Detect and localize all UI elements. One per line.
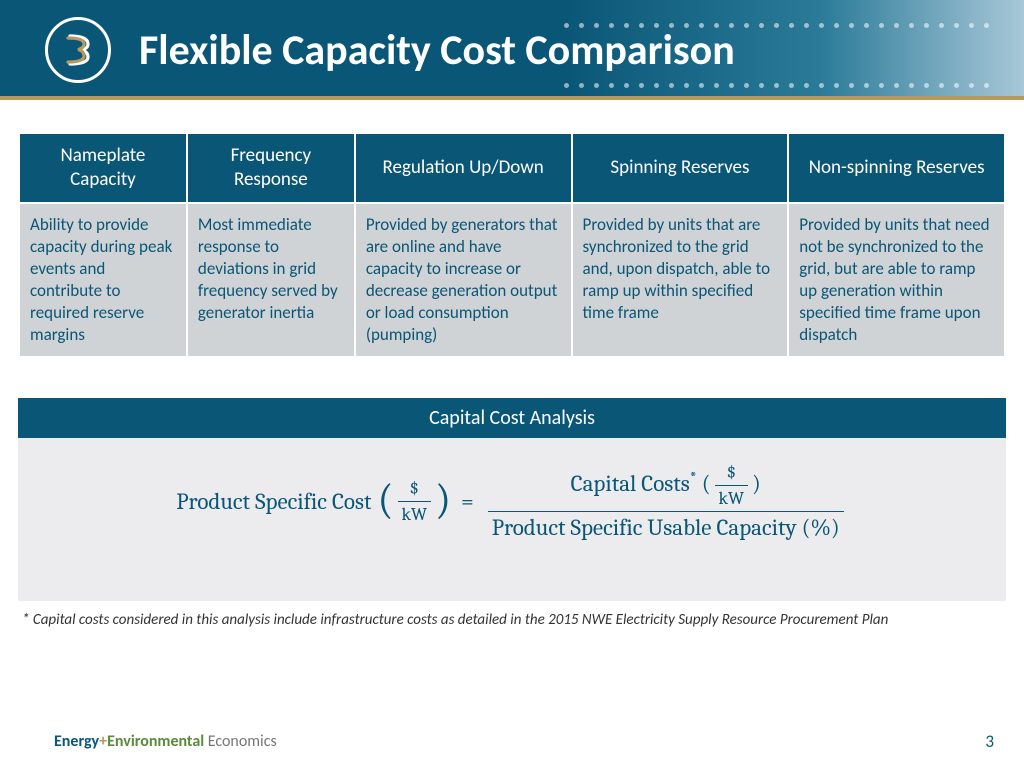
formula-lhs-label: Product Specific Cost bbox=[176, 488, 371, 515]
col-header: Nameplate Capacity bbox=[20, 134, 186, 202]
table-cell: Provided by units that need not be synch… bbox=[789, 204, 1004, 357]
table-header-row: Nameplate Capacity Frequency Response Re… bbox=[20, 134, 1004, 202]
col-header: Regulation Up/Down bbox=[356, 134, 571, 202]
lhs-unit-fraction: $ kW bbox=[398, 478, 431, 525]
table-cell: Ability to provide capacity during peak … bbox=[20, 204, 186, 357]
slide-content: Nameplate Capacity Frequency Response Re… bbox=[0, 100, 1024, 629]
analysis-body: Product Specific Cost ( $ kW ) = Capital… bbox=[18, 438, 1006, 601]
slide-title: Flexible Capacity Cost Comparison bbox=[139, 25, 735, 76]
col-header: Frequency Response bbox=[188, 134, 354, 202]
capacity-definitions-table: Nameplate Capacity Frequency Response Re… bbox=[18, 132, 1006, 358]
capital-cost-analysis-panel: Capital Cost Analysis Product Specific C… bbox=[18, 398, 1006, 601]
rhs-numerator: Capital Costs* ($kW) bbox=[567, 462, 765, 511]
footnote-text: * Capital costs considered in this analy… bbox=[18, 611, 1006, 629]
rhs-denominator: Product Specific Usable Capacity (%) bbox=[488, 511, 844, 541]
footer-brand: Energy+Environmental Economics bbox=[54, 732, 277, 751]
paren-open-icon: ( bbox=[377, 483, 393, 517]
table-cell: Provided by units that are synchronized … bbox=[573, 204, 788, 357]
analysis-title: Capital Cost Analysis bbox=[18, 398, 1006, 438]
brand-logo-icon bbox=[45, 17, 111, 83]
header-accent-bar bbox=[0, 96, 1024, 100]
equals-sign: = bbox=[461, 488, 474, 515]
col-header: Spinning Reserves bbox=[573, 134, 788, 202]
col-header: Non-spinning Reserves bbox=[789, 134, 1004, 202]
cost-formula: Product Specific Cost ( $ kW ) = Capital… bbox=[176, 462, 847, 541]
rhs-fraction: Capital Costs* ($kW) Product Specific Us… bbox=[488, 462, 844, 541]
table-body-row: Ability to provide capacity during peak … bbox=[20, 204, 1004, 357]
page-number: 3 bbox=[985, 731, 994, 752]
paren-close-icon: ) bbox=[435, 483, 451, 517]
table-cell: Most immediate response to deviations in… bbox=[188, 204, 354, 357]
slide-footer: Energy+Environmental Economics 3 bbox=[54, 731, 994, 752]
table-cell: Provided by generators that are online a… bbox=[356, 204, 571, 357]
slide-header: Flexible Capacity Cost Comparison bbox=[0, 0, 1024, 100]
